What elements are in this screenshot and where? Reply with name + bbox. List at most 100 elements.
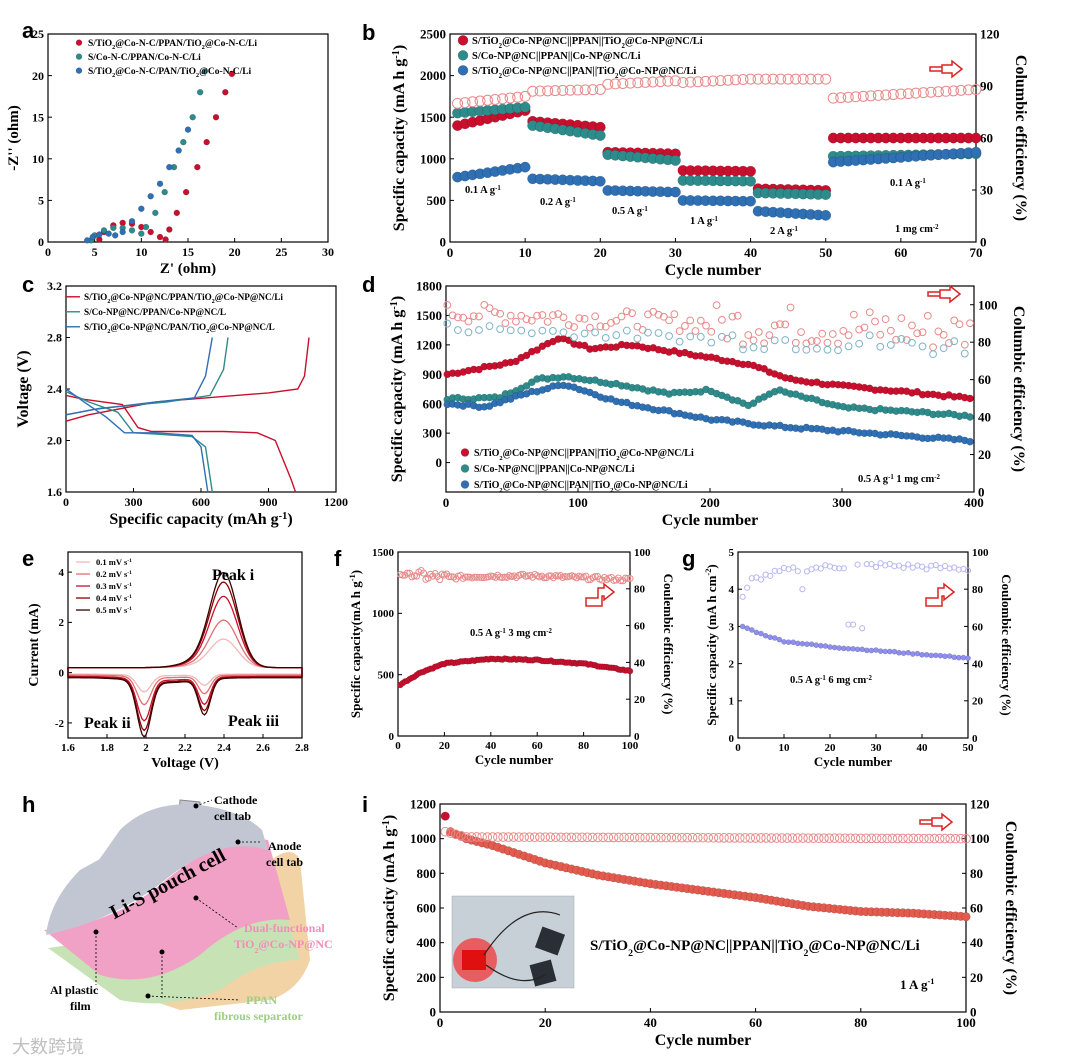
data-point bbox=[955, 833, 966, 844]
data-point bbox=[550, 832, 561, 843]
data-point bbox=[445, 573, 453, 581]
data-point bbox=[580, 314, 589, 323]
data-point bbox=[722, 74, 734, 86]
data-point bbox=[582, 832, 593, 843]
data-point bbox=[522, 351, 531, 360]
y2-tick-label: 40 bbox=[970, 935, 983, 950]
data-point bbox=[733, 311, 742, 320]
data-point bbox=[453, 313, 462, 322]
legend-entry: S/TiO2@Co-NP@NC/PPAN/TiO2@Co-NP@NC/Li bbox=[84, 292, 283, 305]
data-point bbox=[533, 346, 541, 354]
watermark: 大数跨境 bbox=[12, 1037, 84, 1057]
data-point bbox=[865, 90, 877, 102]
data-point bbox=[962, 84, 974, 96]
data-point bbox=[728, 331, 737, 340]
data-point bbox=[594, 83, 606, 95]
y-tick-label: 1000 bbox=[410, 831, 436, 846]
data-point bbox=[925, 86, 937, 98]
x-tick-label: 80 bbox=[578, 740, 590, 752]
data-point bbox=[955, 320, 964, 329]
panel-letter-h: h bbox=[22, 792, 35, 817]
data-point bbox=[696, 332, 705, 341]
data-point bbox=[471, 573, 479, 581]
data-point bbox=[624, 832, 635, 843]
al-film-label: Al plastic bbox=[50, 983, 99, 997]
data-point bbox=[829, 833, 840, 844]
data-point bbox=[918, 328, 927, 337]
chart-f: 0 20 40 60 80 100050010001500020406080100Cycl… bbox=[347, 547, 676, 767]
y2-tick-label: 80 bbox=[634, 584, 646, 596]
plot-frame bbox=[737, 551, 969, 739]
data-point bbox=[508, 832, 519, 842]
data-point bbox=[691, 327, 700, 335]
data-point bbox=[730, 74, 742, 86]
data-point bbox=[639, 76, 651, 88]
data-point bbox=[766, 833, 777, 843]
data-point bbox=[698, 832, 708, 843]
data-point bbox=[861, 833, 871, 844]
data-point bbox=[745, 165, 757, 177]
data-point bbox=[626, 574, 634, 582]
anode-tab-label: cell tab bbox=[266, 855, 303, 869]
data-point bbox=[813, 344, 821, 353]
data-point bbox=[876, 330, 885, 339]
data-point bbox=[790, 639, 797, 646]
data-point bbox=[739, 623, 746, 630]
data-point bbox=[587, 832, 598, 843]
data-point bbox=[802, 345, 811, 354]
data-point bbox=[797, 73, 809, 85]
pouch-top bbox=[46, 804, 262, 935]
data-point bbox=[467, 96, 479, 108]
data-point bbox=[950, 833, 961, 844]
data-point bbox=[482, 832, 493, 842]
data-point bbox=[659, 312, 668, 321]
y2-tick-label: 40 bbox=[972, 658, 984, 670]
x-tick-label: 2.4 bbox=[217, 742, 231, 754]
data-point bbox=[654, 76, 666, 88]
legend-entry: S/Co-NP@NC||PPAN||Co-NP@NC/Li bbox=[472, 51, 641, 62]
y-tick-label: 10 bbox=[32, 152, 44, 166]
data-point bbox=[156, 233, 164, 241]
data-point bbox=[882, 833, 892, 844]
data-point bbox=[767, 634, 774, 641]
data-point bbox=[749, 343, 758, 352]
data-point bbox=[923, 566, 930, 573]
y-tick-label: 400 bbox=[417, 935, 437, 950]
data-point bbox=[792, 833, 803, 843]
data-point bbox=[715, 75, 727, 87]
y2-tick-label: 60 bbox=[978, 372, 991, 387]
data-point bbox=[461, 573, 469, 581]
data-point bbox=[453, 326, 462, 334]
y2-tick-label: 60 bbox=[980, 131, 993, 146]
discharge-curve bbox=[65, 388, 209, 493]
data-point bbox=[917, 87, 929, 99]
x-tick-label: 0 bbox=[447, 245, 454, 260]
data-point bbox=[228, 70, 236, 78]
y-tick-label: 3.2 bbox=[47, 279, 62, 293]
data-point bbox=[699, 75, 711, 87]
data-point bbox=[966, 437, 974, 446]
data-point bbox=[827, 92, 839, 104]
data-point bbox=[180, 138, 187, 146]
data-point bbox=[703, 832, 714, 843]
data-point bbox=[665, 332, 673, 340]
data-point bbox=[707, 75, 719, 87]
data-point bbox=[119, 228, 126, 236]
x-tick-label: 20 bbox=[594, 245, 607, 260]
y-tick-label: 500 bbox=[378, 670, 395, 682]
y-axis-label: Specific capacity (mA h g-1) bbox=[389, 296, 407, 482]
y2-tick-label: 100 bbox=[972, 547, 989, 559]
data-point bbox=[756, 833, 766, 843]
data-point bbox=[824, 833, 835, 843]
data-point bbox=[797, 328, 805, 337]
x-tick-label: 2.8 bbox=[295, 742, 309, 754]
data-point bbox=[941, 562, 949, 570]
data-point bbox=[534, 85, 546, 97]
data-point bbox=[582, 572, 590, 580]
y2-tick-label: 0 bbox=[970, 1005, 977, 1020]
data-point bbox=[612, 331, 621, 339]
data-point bbox=[849, 310, 858, 319]
y-tick-label: 1200 bbox=[416, 337, 442, 352]
data-point bbox=[591, 312, 600, 321]
